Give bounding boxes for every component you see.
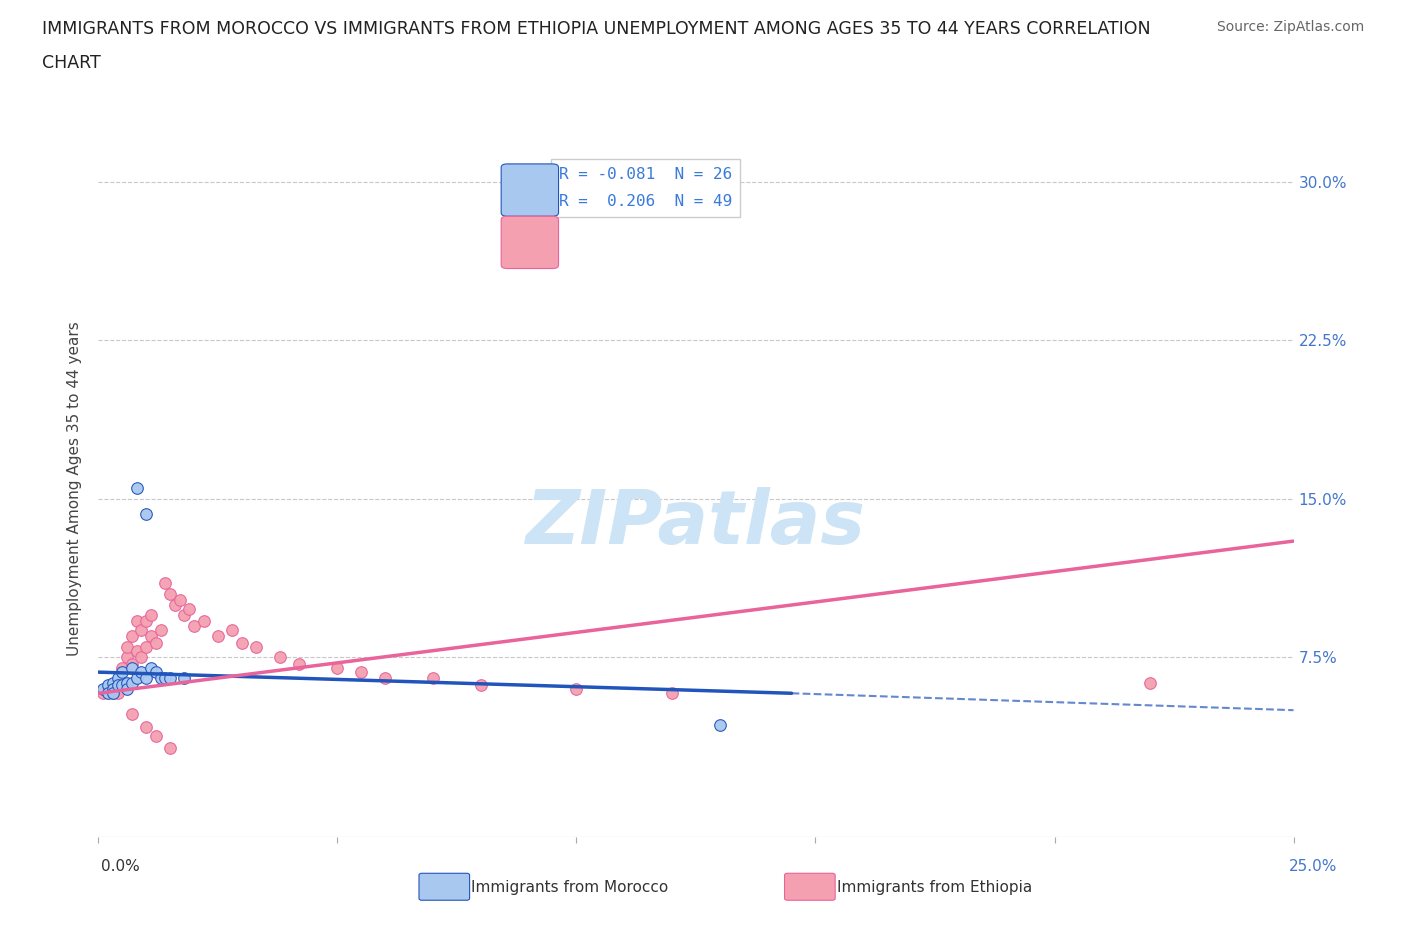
Point [107, 682, 129, 697]
FancyBboxPatch shape [501, 164, 558, 217]
Point [173, 671, 195, 686]
Point [111, 677, 134, 692]
Text: ZIPatlas: ZIPatlas [526, 486, 866, 560]
Point [125, 614, 148, 629]
Point [135, 506, 157, 521]
Point [422, 671, 444, 686]
Point [101, 675, 124, 690]
Point [288, 657, 311, 671]
Point [135, 720, 157, 735]
Point [565, 682, 588, 697]
Point [107, 671, 129, 686]
Point [97, 682, 120, 697]
Point [115, 675, 138, 690]
Point [101, 682, 124, 697]
Point [97, 677, 120, 692]
Text: R = -0.081  N = 26
R =  0.206  N = 49: R = -0.081 N = 26 R = 0.206 N = 49 [558, 167, 731, 209]
Point [231, 635, 253, 650]
Point [107, 685, 129, 700]
Point [159, 587, 181, 602]
Point [221, 622, 243, 637]
Point [145, 728, 167, 743]
Point [149, 622, 172, 637]
Point [91, 682, 114, 697]
Point [159, 671, 181, 686]
Point [159, 741, 181, 756]
Point [111, 665, 134, 680]
Point [169, 592, 191, 607]
Point [350, 665, 373, 680]
Point [163, 597, 186, 612]
Point [115, 639, 138, 654]
Text: CHART: CHART [42, 54, 101, 72]
Point [121, 629, 143, 644]
Point [470, 677, 492, 692]
Point [121, 675, 143, 690]
Point [374, 671, 396, 686]
Point [1139, 675, 1161, 690]
Point [135, 639, 157, 654]
Text: IMMIGRANTS FROM MOROCCO VS IMMIGRANTS FROM ETHIOPIA UNEMPLOYMENT AMONG AGES 35 T: IMMIGRANTS FROM MOROCCO VS IMMIGRANTS FR… [42, 20, 1150, 38]
Point [125, 671, 148, 686]
Point [91, 685, 114, 700]
Point [111, 677, 134, 692]
Point [121, 660, 143, 675]
Point [125, 481, 148, 496]
FancyBboxPatch shape [501, 217, 558, 269]
Point [121, 707, 143, 722]
Point [709, 718, 731, 733]
Point [97, 685, 120, 700]
Point [179, 602, 201, 617]
Text: Source: ZipAtlas.com: Source: ZipAtlas.com [1216, 20, 1364, 34]
Point [115, 650, 138, 665]
Point [326, 660, 349, 675]
Point [661, 685, 683, 700]
Text: Immigrants from Morocco: Immigrants from Morocco [471, 880, 668, 895]
Point [139, 629, 162, 644]
Point [131, 650, 153, 665]
Point [115, 682, 138, 697]
Point [135, 671, 157, 686]
Point [245, 639, 267, 654]
Point [101, 677, 124, 692]
Point [145, 635, 167, 650]
Point [173, 607, 195, 622]
Text: 25.0%: 25.0% [1289, 859, 1337, 874]
Point [193, 614, 215, 629]
Point [269, 650, 291, 665]
Y-axis label: Unemployment Among Ages 35 to 44 years: Unemployment Among Ages 35 to 44 years [67, 321, 83, 656]
Point [155, 671, 177, 686]
Point [145, 665, 167, 680]
Text: Immigrants from Ethiopia: Immigrants from Ethiopia [837, 880, 1032, 895]
Text: 0.0%: 0.0% [101, 859, 141, 874]
Point [101, 685, 124, 700]
Point [111, 660, 134, 675]
Point [125, 644, 148, 658]
Point [155, 576, 177, 591]
Point [107, 677, 129, 692]
Point [139, 607, 162, 622]
Point [207, 629, 229, 644]
Point [101, 685, 124, 700]
Point [139, 660, 162, 675]
Point [183, 618, 205, 633]
Point [131, 665, 153, 680]
Point [131, 622, 153, 637]
Point [135, 614, 157, 629]
Point [121, 657, 143, 671]
Point [149, 671, 172, 686]
